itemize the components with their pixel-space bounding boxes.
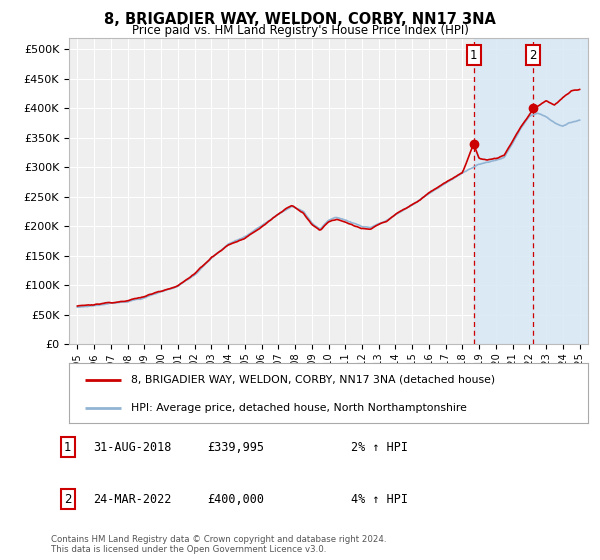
Text: 1: 1 — [64, 441, 71, 454]
Text: £400,000: £400,000 — [207, 493, 264, 506]
Text: Price paid vs. HM Land Registry's House Price Index (HPI): Price paid vs. HM Land Registry's House … — [131, 24, 469, 37]
Text: Contains HM Land Registry data © Crown copyright and database right 2024.
This d: Contains HM Land Registry data © Crown c… — [51, 535, 386, 554]
Text: 8, BRIGADIER WAY, WELDON, CORBY, NN17 3NA: 8, BRIGADIER WAY, WELDON, CORBY, NN17 3N… — [104, 12, 496, 27]
Bar — [473, 38, 588, 344]
Text: 31-AUG-2018: 31-AUG-2018 — [93, 441, 172, 454]
Text: 8, BRIGADIER WAY, WELDON, CORBY, NN17 3NA (detached house): 8, BRIGADIER WAY, WELDON, CORBY, NN17 3N… — [131, 375, 496, 385]
Text: £339,995: £339,995 — [207, 441, 264, 454]
Text: HPI: Average price, detached house, North Northamptonshire: HPI: Average price, detached house, Nort… — [131, 403, 467, 413]
Text: 2: 2 — [530, 49, 537, 62]
Text: 2: 2 — [64, 493, 71, 506]
Text: 24-MAR-2022: 24-MAR-2022 — [93, 493, 172, 506]
Text: 2% ↑ HPI: 2% ↑ HPI — [351, 441, 408, 454]
Text: 4% ↑ HPI: 4% ↑ HPI — [351, 493, 408, 506]
Text: 1: 1 — [470, 49, 478, 62]
